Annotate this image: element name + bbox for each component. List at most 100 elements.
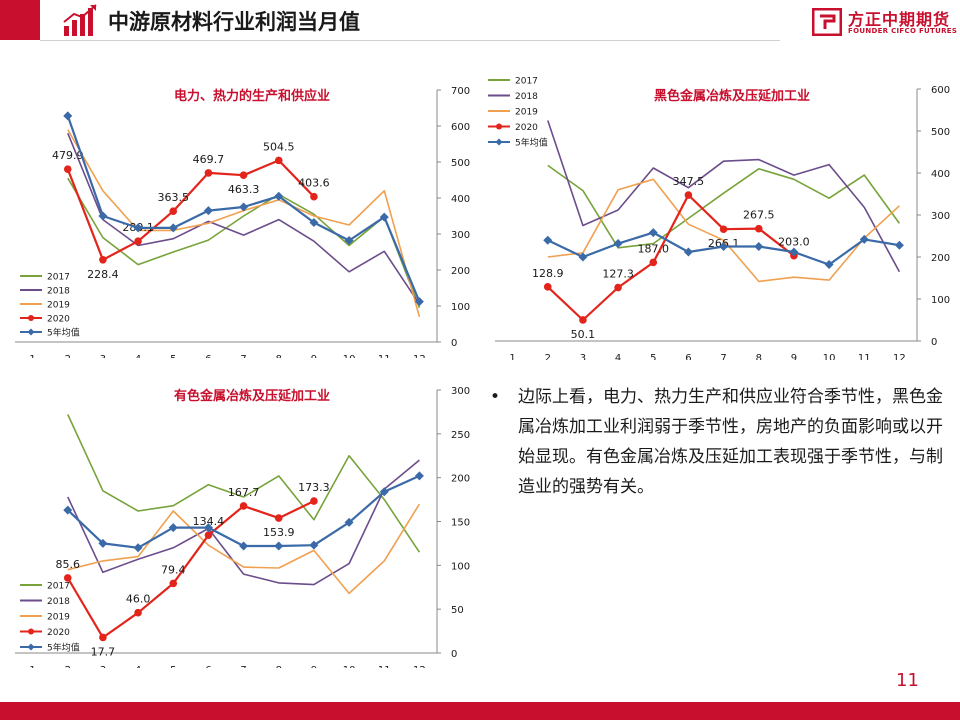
x-tick-label: 12	[413, 354, 426, 358]
data-point-5年均值	[239, 541, 249, 551]
y-tick-label: 300	[931, 211, 950, 222]
y-tick-label: 0	[451, 338, 457, 349]
data-point-2020	[134, 608, 142, 617]
data-point-2020	[239, 502, 248, 510]
logo-text-cn: 方正中期期货	[848, 10, 951, 29]
legend-marker-2020	[28, 628, 34, 635]
data-label: 167.7	[228, 486, 260, 499]
data-point-2020	[63, 165, 72, 174]
data-point-5年均值	[648, 228, 658, 238]
data-label: 479.9	[52, 149, 84, 162]
legend-label: 2020	[47, 315, 70, 325]
data-point-5年均值	[859, 234, 869, 244]
x-tick-label: 4	[135, 665, 141, 668]
y-tick-label: 200	[451, 266, 470, 277]
data-label: 347.5	[673, 175, 705, 188]
data-point-2020	[274, 514, 283, 522]
x-tick-label: 6	[205, 354, 211, 358]
y-tick-label: 500	[451, 158, 470, 169]
x-tick-label: 8	[756, 353, 762, 360]
x-tick-label: 3	[100, 665, 106, 668]
data-point-2020	[719, 225, 728, 234]
y-tick-label: 700	[451, 86, 470, 97]
legend-label: 2020	[47, 628, 70, 638]
x-tick-label: 12	[893, 353, 906, 360]
x-tick-label: 5	[650, 353, 656, 360]
x-tick-label: 7	[240, 665, 246, 668]
y-tick-label: 400	[451, 194, 470, 205]
x-tick-label: 7	[240, 354, 246, 358]
data-label: 187.0	[638, 242, 670, 255]
data-point-2020	[204, 531, 213, 539]
x-tick-label: 6	[205, 665, 211, 668]
legend-marker-5年均值	[27, 643, 35, 651]
series-line-2018	[547, 120, 901, 273]
x-tick-label: 2	[65, 354, 71, 358]
data-point-5年均值	[824, 260, 834, 270]
y-tick-label: 400	[931, 169, 950, 180]
data-point-5年均值	[168, 523, 178, 533]
x-tick-label: 3	[100, 354, 106, 358]
data-point-5年均值	[63, 111, 73, 121]
data-label: 463.3	[228, 183, 260, 196]
commentary-text: 边际上看，电力、热力生产和供应业符合季节性，黑色金属冶炼加工业利润弱于季节性，房…	[518, 387, 943, 497]
logo-text-en: FOUNDER CIFCO FUTURES	[848, 27, 958, 35]
data-point-2020	[579, 316, 587, 324]
legend-label: 5年均值	[515, 137, 548, 149]
data-point-2020	[169, 579, 178, 588]
data-label: 134.4	[193, 515, 225, 528]
series-line-2017	[547, 164, 901, 249]
legend-label: 5年均值	[47, 327, 80, 339]
data-label: 228.4	[87, 268, 119, 281]
series-line-2019	[547, 178, 900, 283]
footer-bar	[0, 702, 960, 720]
logo-mark-icon	[812, 8, 842, 36]
data-point-5年均值	[719, 242, 729, 251]
y-tick-label: 100	[451, 561, 470, 572]
series-line-2020	[66, 159, 315, 261]
data-point-2020	[543, 283, 552, 291]
legend-marker-2020	[28, 315, 34, 321]
data-point-5年均值	[63, 505, 73, 515]
data-point-5年均值	[203, 523, 213, 533]
data-point-2020	[239, 171, 248, 180]
legend-label: 2018	[47, 597, 70, 607]
data-point-2020	[204, 169, 213, 177]
data-point-2020	[754, 224, 763, 233]
data-point-5年均值	[379, 212, 389, 222]
series-line-2017	[67, 414, 421, 553]
x-tick-label: 11	[378, 354, 391, 358]
series-line-2020	[547, 193, 795, 322]
legend-label: 2019	[47, 301, 70, 311]
chart-electricity-heat: 0100200300400500600700123456789101112电力、…	[15, 86, 470, 358]
x-tick-label: 1	[509, 353, 515, 360]
data-point-5年均值	[274, 191, 284, 201]
data-point-5年均值	[344, 235, 354, 245]
x-tick-label: 6	[685, 353, 691, 360]
series-line-2019	[67, 129, 421, 318]
legend-label: 2018	[47, 287, 70, 297]
data-point-5年均值	[414, 297, 424, 307]
data-point-2020	[684, 191, 693, 199]
data-point-2020	[169, 207, 178, 215]
x-tick-label: 8	[276, 354, 282, 358]
y-tick-label: 100	[931, 295, 950, 306]
legend-label: 2018	[515, 92, 538, 102]
data-label: 127.3	[602, 268, 634, 281]
data-point-5年均值	[683, 247, 693, 257]
x-tick-label: 12	[413, 665, 426, 668]
page-number: 11	[896, 670, 919, 691]
data-point-2020	[649, 258, 658, 267]
data-point-5年均值	[613, 239, 623, 249]
data-label: 128.9	[532, 267, 564, 280]
chart-title: 黑色金属冶炼及压延加工业	[654, 88, 810, 104]
data-label: 469.7	[193, 153, 225, 166]
x-tick-label: 1	[29, 665, 35, 668]
data-point-5年均值	[274, 541, 284, 551]
y-tick-label: 300	[451, 386, 470, 397]
y-tick-label: 50	[451, 605, 464, 616]
data-label: 50.1	[571, 328, 596, 341]
legend-label: 2017	[47, 273, 70, 283]
y-tick-label: 300	[451, 230, 470, 241]
